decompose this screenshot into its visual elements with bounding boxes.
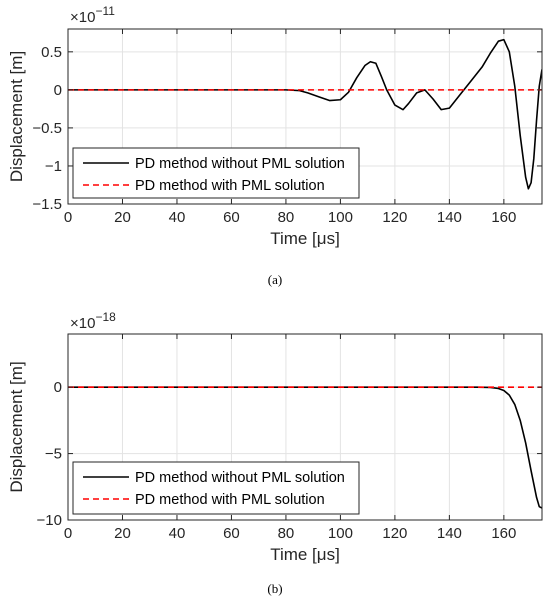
y-exponent-power: −18 bbox=[95, 310, 116, 324]
chart-0: 0 20 40 60 80 100 120 140 160 −1.5 −1 −0.5 0 0.5 ×10−1… bbox=[7, 4, 543, 287]
y-tick-label: −1.5 bbox=[32, 196, 62, 213]
x-tick-label: 40 bbox=[169, 525, 186, 542]
x-axis-label: Time [μs] bbox=[270, 229, 340, 248]
y-tick-label: −0.5 bbox=[32, 120, 62, 137]
y-exponent-power: −11 bbox=[95, 4, 115, 18]
legend-label-1: PD method with PML solution bbox=[135, 492, 325, 508]
y-exponent-label: ×10−18 bbox=[70, 310, 116, 332]
x-tick-label: 160 bbox=[491, 525, 516, 542]
x-tick-label: 80 bbox=[278, 209, 295, 226]
legend-box bbox=[72, 461, 360, 515]
axes-box bbox=[67, 333, 543, 521]
x-tick-label: 120 bbox=[382, 209, 407, 226]
y-axis-label: Displacement [m] bbox=[7, 361, 26, 492]
x-tick-label: 140 bbox=[437, 525, 462, 542]
figure-caption: (b) bbox=[267, 581, 282, 596]
x-tick-label: 140 bbox=[437, 209, 462, 226]
y-exponent-base: ×10 bbox=[70, 315, 95, 332]
x-tick-label: 100 bbox=[328, 209, 353, 226]
x-tick-label: 60 bbox=[223, 525, 240, 542]
x-tick-label: 60 bbox=[223, 209, 240, 226]
x-tick-label: 0 bbox=[64, 209, 72, 226]
series-line-0 bbox=[68, 38, 542, 190]
y-tick-label: 0 bbox=[54, 82, 62, 99]
y-exponent-base: ×10 bbox=[70, 9, 95, 26]
y-tick-label: −5 bbox=[45, 446, 62, 463]
figure-caption: (a) bbox=[268, 272, 282, 287]
legend-box bbox=[72, 147, 360, 199]
y-tick-label: 0.5 bbox=[41, 44, 62, 61]
chart-1: 0 20 40 60 80 100 120 140 160 −10 −5 0 ×10−18 Time [μ… bbox=[7, 310, 543, 596]
x-tick-label: 80 bbox=[278, 525, 295, 542]
x-tick-label: 100 bbox=[328, 525, 353, 542]
legend-label-0: PD method without PML solution bbox=[135, 156, 345, 172]
x-tick-label: 160 bbox=[491, 209, 516, 226]
x-tick-label: 0 bbox=[64, 525, 72, 542]
y-axis-label: Displacement [m] bbox=[7, 51, 26, 182]
y-tick-label: 0 bbox=[54, 379, 62, 396]
axes-box bbox=[67, 28, 543, 205]
y-tick-label: −1 bbox=[45, 158, 62, 175]
x-tick-label: 40 bbox=[169, 209, 186, 226]
x-axis-label: Time [μs] bbox=[270, 545, 340, 564]
x-tick-label: 20 bbox=[114, 209, 131, 226]
legend-label-0: PD method without PML solution bbox=[135, 470, 345, 486]
legend-label-1: PD method with PML solution bbox=[135, 178, 325, 194]
y-exponent-label: ×10−11 bbox=[70, 4, 115, 26]
x-tick-label: 120 bbox=[382, 525, 407, 542]
y-tick-label: −10 bbox=[37, 512, 62, 529]
x-tick-label: 20 bbox=[114, 525, 131, 542]
